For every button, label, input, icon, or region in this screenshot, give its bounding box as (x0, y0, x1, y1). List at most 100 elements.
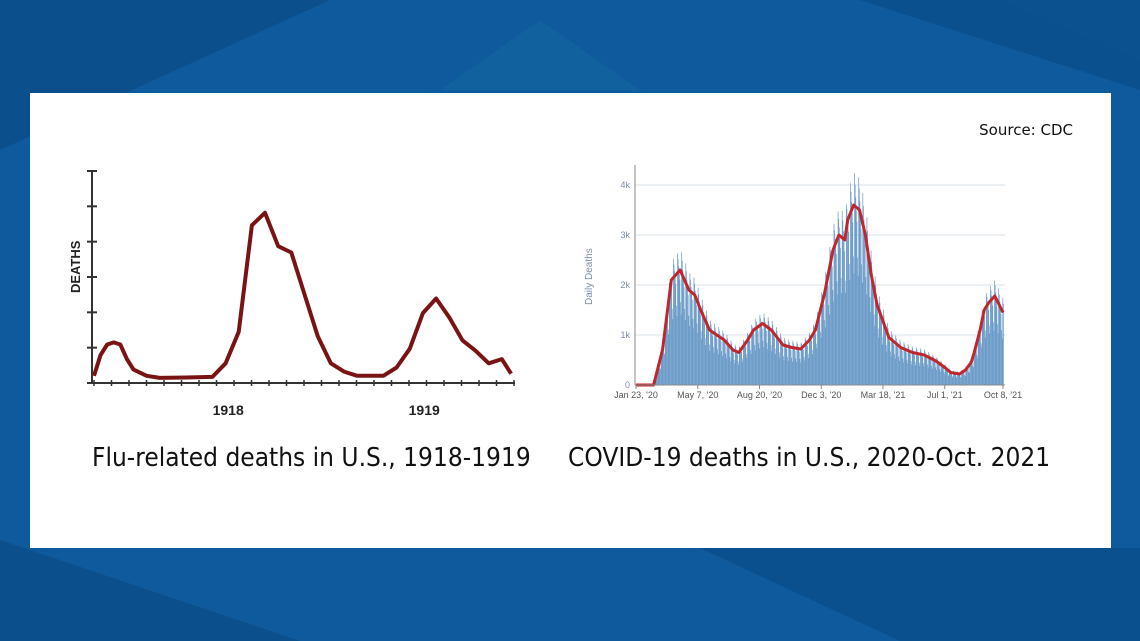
covid-daily-bar (854, 173, 855, 385)
covid-daily-bar (873, 314, 875, 385)
covid-daily-bar (998, 294, 1000, 385)
covid-daily-bar (858, 177, 860, 385)
covid-daily-bar (958, 374, 960, 385)
covid-daily-bar (801, 344, 803, 385)
covid-daily-bar (811, 340, 813, 385)
flu-x-tick-label: 1919 (409, 402, 440, 418)
covid-daily-bar (797, 346, 799, 385)
covid-daily-bar (723, 337, 725, 385)
covid-daily-bar (700, 331, 702, 385)
covid-daily-bar (721, 356, 723, 385)
covid-daily-bar (977, 330, 979, 385)
covid-daily-bar (958, 373, 960, 385)
covid-daily-bar (740, 350, 742, 385)
covid-daily-bar (967, 368, 968, 385)
covid-daily-bar (763, 347, 764, 385)
covid-daily-bar (769, 329, 771, 385)
covid-daily-bar (720, 341, 722, 385)
covid-daily-bar (754, 350, 756, 385)
covid-daily-bar (920, 348, 921, 385)
covid-daily-bar (932, 354, 934, 385)
covid-daily-bar (717, 349, 718, 385)
covid-daily-bar (774, 337, 775, 385)
covid-daily-bar (968, 372, 970, 385)
covid-daily-bar (801, 345, 803, 385)
covid-daily-bar (830, 250, 831, 385)
covid-daily-bar (822, 297, 824, 385)
covid-daily-bar (702, 305, 704, 385)
covid-daily-bar (820, 331, 821, 385)
covid-daily-bar (845, 204, 847, 385)
covid-daily-bar (860, 228, 862, 385)
covid-daily-bar (819, 319, 821, 385)
covid-daily-bar (781, 344, 783, 385)
covid-daily-bar (698, 301, 700, 385)
covid-daily-bar (825, 271, 827, 385)
covid-daily-bar (868, 257, 870, 385)
covid-daily-bar (841, 293, 842, 385)
covid-daily-bar (838, 218, 840, 385)
covid-daily-bar (855, 210, 857, 385)
covid-daily-bar (718, 330, 720, 385)
covid-daily-bar (954, 373, 956, 385)
covid-daily-bar (980, 343, 982, 385)
covid-daily-bar (662, 350, 664, 385)
covid-daily-bar (907, 344, 909, 385)
covid-daily-bar (834, 238, 836, 385)
covid-daily-bar (820, 337, 822, 385)
covid-daily-bar (867, 230, 868, 385)
covid-daily-bar (945, 367, 947, 385)
covid-daily-bar (663, 348, 664, 385)
covid-daily-bar (897, 348, 899, 385)
covid-daily-bar (680, 314, 682, 385)
covid-daily-bar (791, 361, 793, 385)
covid-daily-bar (659, 368, 661, 385)
covid-daily-bar (974, 348, 976, 385)
covid-daily-bar (684, 320, 686, 385)
covid-daily-bar (679, 279, 681, 385)
covid-daily-bar (711, 332, 713, 385)
covid-daily-bar (667, 318, 668, 385)
covid-daily-bar (865, 277, 867, 385)
covid-daily-bar (696, 323, 698, 385)
covid-daily-bar (889, 341, 891, 385)
covid-daily-bar (975, 348, 977, 385)
covid-daily-bar (974, 348, 975, 385)
covid-daily-bar (913, 351, 914, 385)
covid-daily-bar (970, 361, 971, 385)
covid-daily-bar (816, 348, 818, 385)
covid-daily-bar (751, 324, 753, 385)
covid-x-tick-label: Jul 1, '21 (927, 390, 963, 400)
covid-daily-bar (797, 344, 798, 385)
covid-daily-bar (833, 301, 834, 385)
covid-daily-bar (790, 350, 792, 385)
covid-daily-bar (858, 188, 860, 385)
covid-daily-bar (788, 339, 790, 385)
covid-daily-bar (957, 371, 958, 385)
covid-daily-bar (670, 286, 672, 385)
covid-daily-bar (684, 308, 685, 385)
covid-daily-bar (668, 283, 670, 385)
covid-daily-bar (803, 356, 805, 385)
covid-daily-bar (750, 349, 751, 385)
covid-daily-bar (802, 347, 804, 385)
covid-daily-bar (916, 349, 918, 385)
covid-daily-bar (768, 320, 770, 385)
covid-daily-bar (750, 354, 752, 385)
covid-daily-bar (852, 222, 854, 385)
covid-daily-bar (666, 318, 668, 385)
covid-daily-bar (869, 297, 871, 385)
covid-daily-bar (941, 362, 942, 385)
covid-daily-bar (921, 355, 923, 385)
covid-daily-bar (863, 205, 864, 385)
covid-daily-bar (964, 375, 966, 385)
covid-daily-bar (677, 253, 678, 385)
covid-daily-bar (931, 368, 933, 385)
covid-daily-bar (728, 345, 730, 385)
covid-daily-bar (664, 354, 665, 385)
covid-daily-bar (987, 305, 989, 385)
covid-daily-bar (914, 355, 915, 385)
covid-daily-bar (901, 348, 902, 385)
covid-daily-bar (823, 304, 825, 385)
covid-daily-bar (738, 346, 740, 385)
